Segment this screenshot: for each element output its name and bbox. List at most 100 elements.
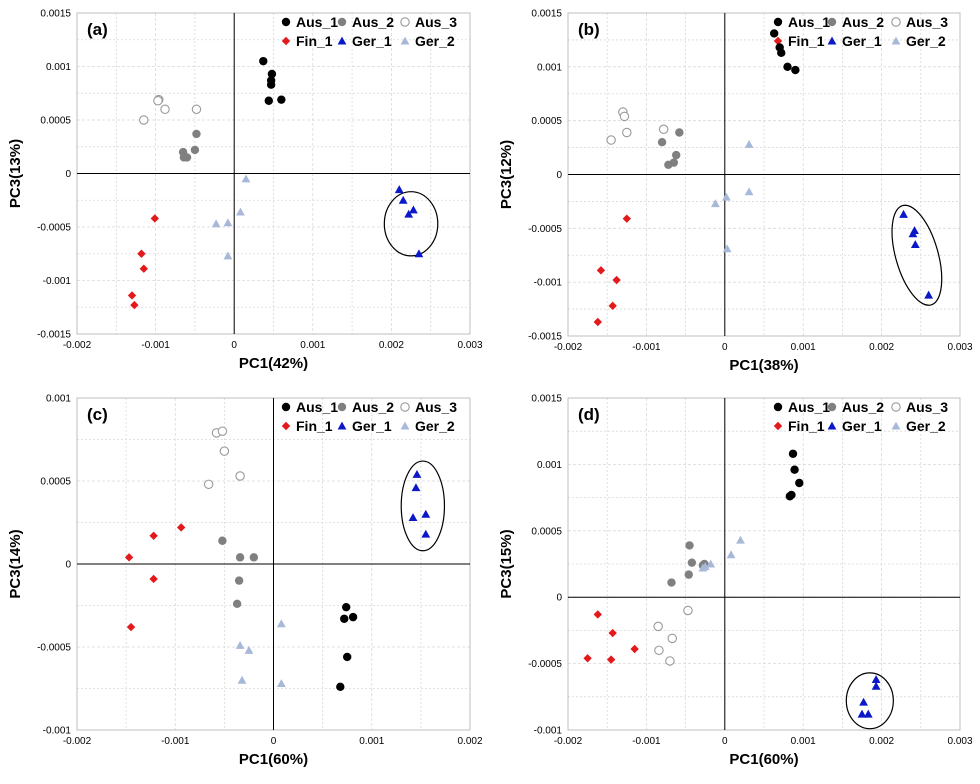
x-tick-label: -0.001 [141,340,170,351]
panel-label: (c) [87,405,108,424]
data-point [777,48,786,58]
data-point [139,115,149,125]
data-point [871,675,881,684]
data-point [769,29,779,38]
legend-marker-aus-3 [891,402,901,412]
data-point [235,553,245,562]
data-point [340,614,349,623]
data-point [871,681,881,690]
data-point [264,96,273,105]
y-tick-label: -0.0015 [528,332,562,343]
series-fin-1 [124,523,186,632]
panel-a: -0.002 -0.001 0 0.001 0.002 0.003 -0.0015 -0.00… [7,9,483,373]
x-tick-label: 0.002 [379,340,404,351]
legend-marker-aus-1 [773,17,783,27]
series-ger-2 [211,174,251,260]
y-axis-label: PC3(13%) [7,139,24,208]
x-tick-label: 0.002 [457,736,482,747]
data-point [421,509,431,518]
y-tick-label: 0 [556,170,562,181]
legend-marker-fin-1 [773,36,783,46]
legend-marker-fin-1 [773,421,783,431]
y-tick-label: 0.0005 [531,526,562,537]
data-point [653,621,663,632]
ger1-cluster-ellipse [845,672,894,730]
series-aus-2 [218,536,259,609]
legend-marker-aus-1 [281,402,291,412]
series-aus-3 [606,107,669,145]
x-axis-label: PC1(42%) [239,355,308,372]
data-point [863,709,873,718]
legend-marker-aus-1 [281,17,291,27]
x-tick-label: 0 [722,342,728,353]
data-point [232,599,242,609]
legend-label: Aus_2 [352,399,394,415]
data-point [394,185,404,194]
x-tick-label: 0.003 [457,340,482,351]
series-aus-1 [259,56,286,105]
data-point [736,535,745,544]
data-point [795,478,804,488]
y-tick-label: 0.001 [46,62,71,73]
y-tick-label: 0.0015 [531,9,562,20]
data-point [744,139,754,148]
series-aus-1 [336,602,358,692]
data-point [857,709,867,718]
data-point [606,135,616,145]
data-point [408,513,418,522]
legend-label: Ger_1 [842,33,882,49]
legend-label: Ger_2 [906,418,946,434]
series-ger-2 [710,139,754,253]
y-tick-label: 0.001 [537,62,562,73]
legend-marker-ger-2 [400,421,410,430]
data-point [744,187,754,196]
data-point [654,645,664,656]
series-aus-2 [657,128,684,170]
legend-marker-aus-2 [337,402,347,412]
data-point [859,697,868,706]
data-point [667,633,678,644]
x-tick-label: -0.001 [161,736,190,747]
data-point [710,199,720,208]
legend-marker-fin-1 [281,421,291,431]
series-aus-3 [139,94,202,125]
y-tick-label: -0.001 [534,278,563,289]
y-tick-label: 0.0015 [40,9,71,20]
legend-marker-aus-3 [891,17,901,27]
data-point [658,124,669,135]
legend-label: Ger_1 [352,33,392,49]
y-tick-label: -0.001 [534,726,563,737]
data-point [657,138,667,147]
plot-area [567,397,961,731]
data-point [622,127,632,138]
legend-label: Ger_1 [842,418,882,434]
x-tick-label: -0.002 [554,342,583,353]
data-point [235,471,245,481]
y-axis-label: PC3(14%) [7,529,24,598]
legend: Aus_1 Aus_2 Aus_3 Fin_1 Ger_1 Ger_2 [773,399,948,434]
legend-marker-aus-2 [827,402,837,412]
data-point [687,558,697,567]
ger1-cluster-ellipse [383,191,439,257]
ger1-cluster-ellipse [400,460,446,552]
data-point [612,275,621,285]
panel-d: -0.002 -0.001 0 0.001 0.002 0.003-0.001-0.000… [498,394,973,769]
data-point [910,240,920,249]
data-point [411,483,421,492]
series-ger-1 [408,469,431,538]
x-tick-label: 0.003 [947,342,972,353]
data-point [211,219,221,228]
data-point [783,62,792,72]
data-point [234,576,244,585]
legend-label: Aus_2 [352,14,394,30]
data-point [698,563,708,572]
data-point [899,209,908,218]
legend-label: Fin_1 [788,33,825,49]
legend-marker-ger-2 [891,421,901,430]
y-axis-label: PC3(12%) [498,140,515,209]
data-point [176,523,186,532]
data-point [150,214,160,223]
data-point [223,218,233,227]
x-tick-label: -0.002 [554,736,583,747]
